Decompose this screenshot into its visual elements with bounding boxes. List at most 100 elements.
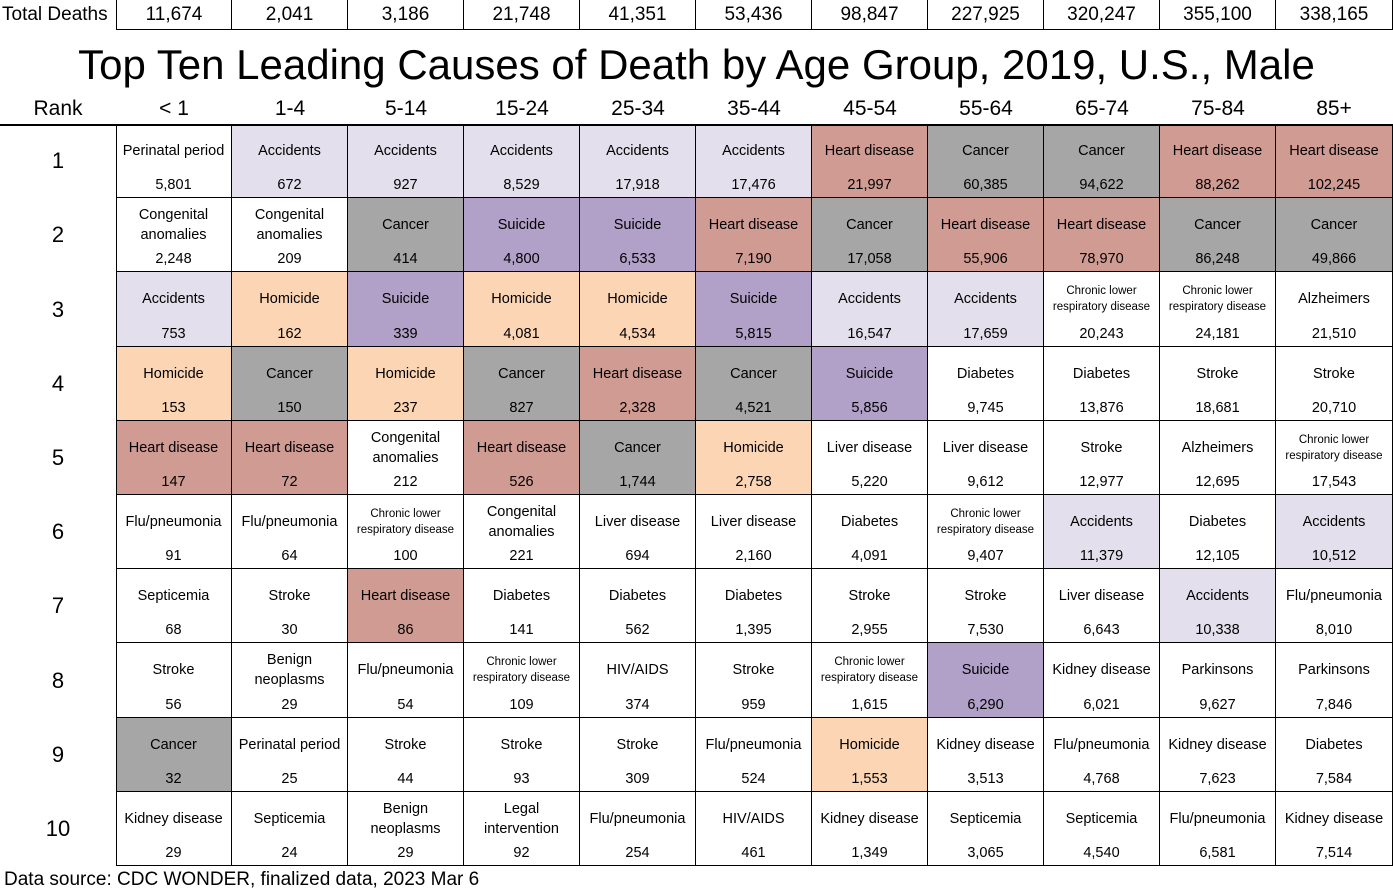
- rank-label-4: 4: [51, 371, 65, 396]
- cause-label: Heart disease: [592, 366, 683, 382]
- death-count: 20,243: [1079, 326, 1124, 342]
- cause-cell: Stroke 18,681: [1160, 347, 1276, 421]
- cause-label: Perinatal period: [238, 737, 341, 753]
- cause-label: Chronic lower respiratory disease: [820, 656, 919, 684]
- death-count: 309: [625, 771, 650, 787]
- cause-label: Heart disease: [940, 217, 1031, 233]
- cause-cell: Heart disease 55,906: [928, 198, 1044, 272]
- death-count: 2,955: [851, 622, 888, 638]
- rank-label-1: 1: [51, 148, 65, 173]
- death-count: 5,220: [851, 474, 888, 490]
- cause-cell: Accidents 10,338: [1160, 569, 1276, 643]
- cause-label: Heart disease: [360, 588, 451, 604]
- cause-cell: Cancer 17,058: [812, 198, 928, 272]
- death-count: 29: [281, 697, 298, 713]
- cause-label: Chronic lower respiratory disease: [472, 656, 571, 684]
- cause-label: Accidents: [838, 291, 901, 307]
- data-source-note: Data source: CDC WONDER, finalized data,…: [4, 869, 480, 890]
- cause-label: Congenital anomalies: [138, 207, 209, 243]
- death-count: 92: [513, 845, 530, 861]
- cause-label: Flu/pneumonia: [589, 811, 686, 827]
- cause-label: Flu/pneumonia: [1053, 737, 1150, 753]
- age-group-header-8: 65-74: [1075, 97, 1129, 120]
- cause-cell: Kidney disease 1,349: [812, 792, 928, 866]
- cause-cell: Stroke 44: [348, 718, 464, 792]
- cause-label: Stroke: [500, 737, 543, 753]
- death-count: 6,290: [967, 697, 1004, 713]
- cause-cell: Cancer 150: [232, 347, 348, 421]
- death-count: 162: [277, 326, 302, 342]
- cause-cell: Benign neoplasms 29: [348, 792, 464, 866]
- cause-cell: HIV/AIDS 461: [696, 792, 812, 866]
- cause-cell: Cancer 86,248: [1160, 198, 1276, 272]
- cause-label: Cancer: [846, 217, 893, 233]
- cause-cell: Diabetes 7,584: [1276, 718, 1393, 792]
- cause-cell: Flu/pneumonia 524: [696, 718, 812, 792]
- death-count: 753: [161, 326, 186, 342]
- rank-label-2: 2: [51, 222, 65, 247]
- cause-label: Chronic lower respiratory disease: [936, 508, 1035, 536]
- chart-title: Top Ten Leading Causes of Death by Age G…: [78, 41, 1315, 88]
- death-count: 32: [165, 771, 182, 787]
- cause-cell: Heart disease 88,262: [1160, 124, 1276, 198]
- cause-label: Accidents: [258, 143, 321, 159]
- cause-cell: Kidney disease 6,021: [1044, 643, 1160, 718]
- cause-cell: Flu/pneumonia 91: [116, 495, 232, 569]
- cause-cell: Accidents 10,512: [1276, 495, 1393, 569]
- death-count: 93: [513, 771, 530, 787]
- cause-label: Perinatal period: [122, 143, 225, 159]
- death-count: 209: [277, 251, 302, 267]
- cause-label: Flu/pneumonia: [125, 514, 222, 530]
- cause-cell: Heart disease 102,245: [1276, 124, 1393, 198]
- death-count: 12,977: [1079, 474, 1124, 490]
- death-count: 21,510: [1311, 326, 1357, 342]
- death-count: 8,529: [503, 177, 540, 193]
- cause-label: Kidney disease: [124, 811, 223, 827]
- death-count: 88,262: [1195, 177, 1240, 193]
- age-group-header-5: 35-44: [727, 97, 781, 120]
- age-group-header-2: 5-14: [384, 97, 428, 120]
- cause-label: Stroke: [616, 737, 659, 753]
- cause-label: Accidents: [142, 291, 205, 307]
- cause-label: Suicide: [381, 291, 430, 307]
- cause-cell: Accidents 16,547: [812, 272, 928, 347]
- death-count: 20,710: [1311, 400, 1357, 416]
- cause-cell: Accidents 753: [116, 272, 232, 347]
- death-count: 91: [165, 548, 182, 564]
- cause-cell: Accidents 927: [348, 124, 464, 198]
- cause-cell: Diabetes 1,395: [696, 569, 812, 643]
- age-group-header-7: 55-64: [959, 97, 1013, 120]
- age-group-header-9: 75-84: [1191, 97, 1245, 120]
- death-count: 10,338: [1195, 622, 1240, 638]
- cause-label: Homicide: [259, 291, 320, 307]
- cause-label: Congenital anomalies: [486, 504, 557, 540]
- cause-label: Septicemia: [949, 811, 1022, 827]
- cause-label: Diabetes: [724, 588, 783, 604]
- cause-cell: Accidents 11,379: [1044, 495, 1160, 569]
- death-count: 17,058: [847, 251, 892, 267]
- cause-label: Stroke: [964, 588, 1007, 604]
- cause-label: Liver disease: [594, 514, 681, 530]
- death-count: 78,970: [1079, 251, 1124, 267]
- death-count: 54: [397, 697, 414, 713]
- cause-cell: Liver disease 694: [580, 495, 696, 569]
- cause-cell: Cancer 49,866: [1276, 198, 1393, 272]
- cause-label: Suicide: [729, 291, 778, 307]
- age-group-header-0: < 1: [159, 97, 189, 120]
- cause-cell: Suicide 5,815: [696, 272, 812, 347]
- cause-label: Cancer: [266, 366, 313, 382]
- cause-label: Kidney disease: [1052, 662, 1151, 678]
- cause-label: Accidents: [1070, 514, 1133, 530]
- cause-label: Accidents: [1302, 514, 1366, 530]
- cause-label: Liver disease: [710, 514, 797, 530]
- death-count: 927: [393, 177, 418, 193]
- cause-label: Flu/pneumonia: [357, 662, 454, 678]
- cause-label: Stroke: [1080, 440, 1123, 456]
- death-count: 3,513: [967, 771, 1004, 787]
- death-count: 18,681: [1195, 400, 1240, 416]
- cause-label: Liver disease: [826, 440, 913, 456]
- cause-cell: Suicide 339: [348, 272, 464, 347]
- death-count: 339: [393, 326, 418, 342]
- cause-label: Heart disease: [708, 217, 799, 233]
- cause-cell: Accidents 672: [232, 124, 348, 198]
